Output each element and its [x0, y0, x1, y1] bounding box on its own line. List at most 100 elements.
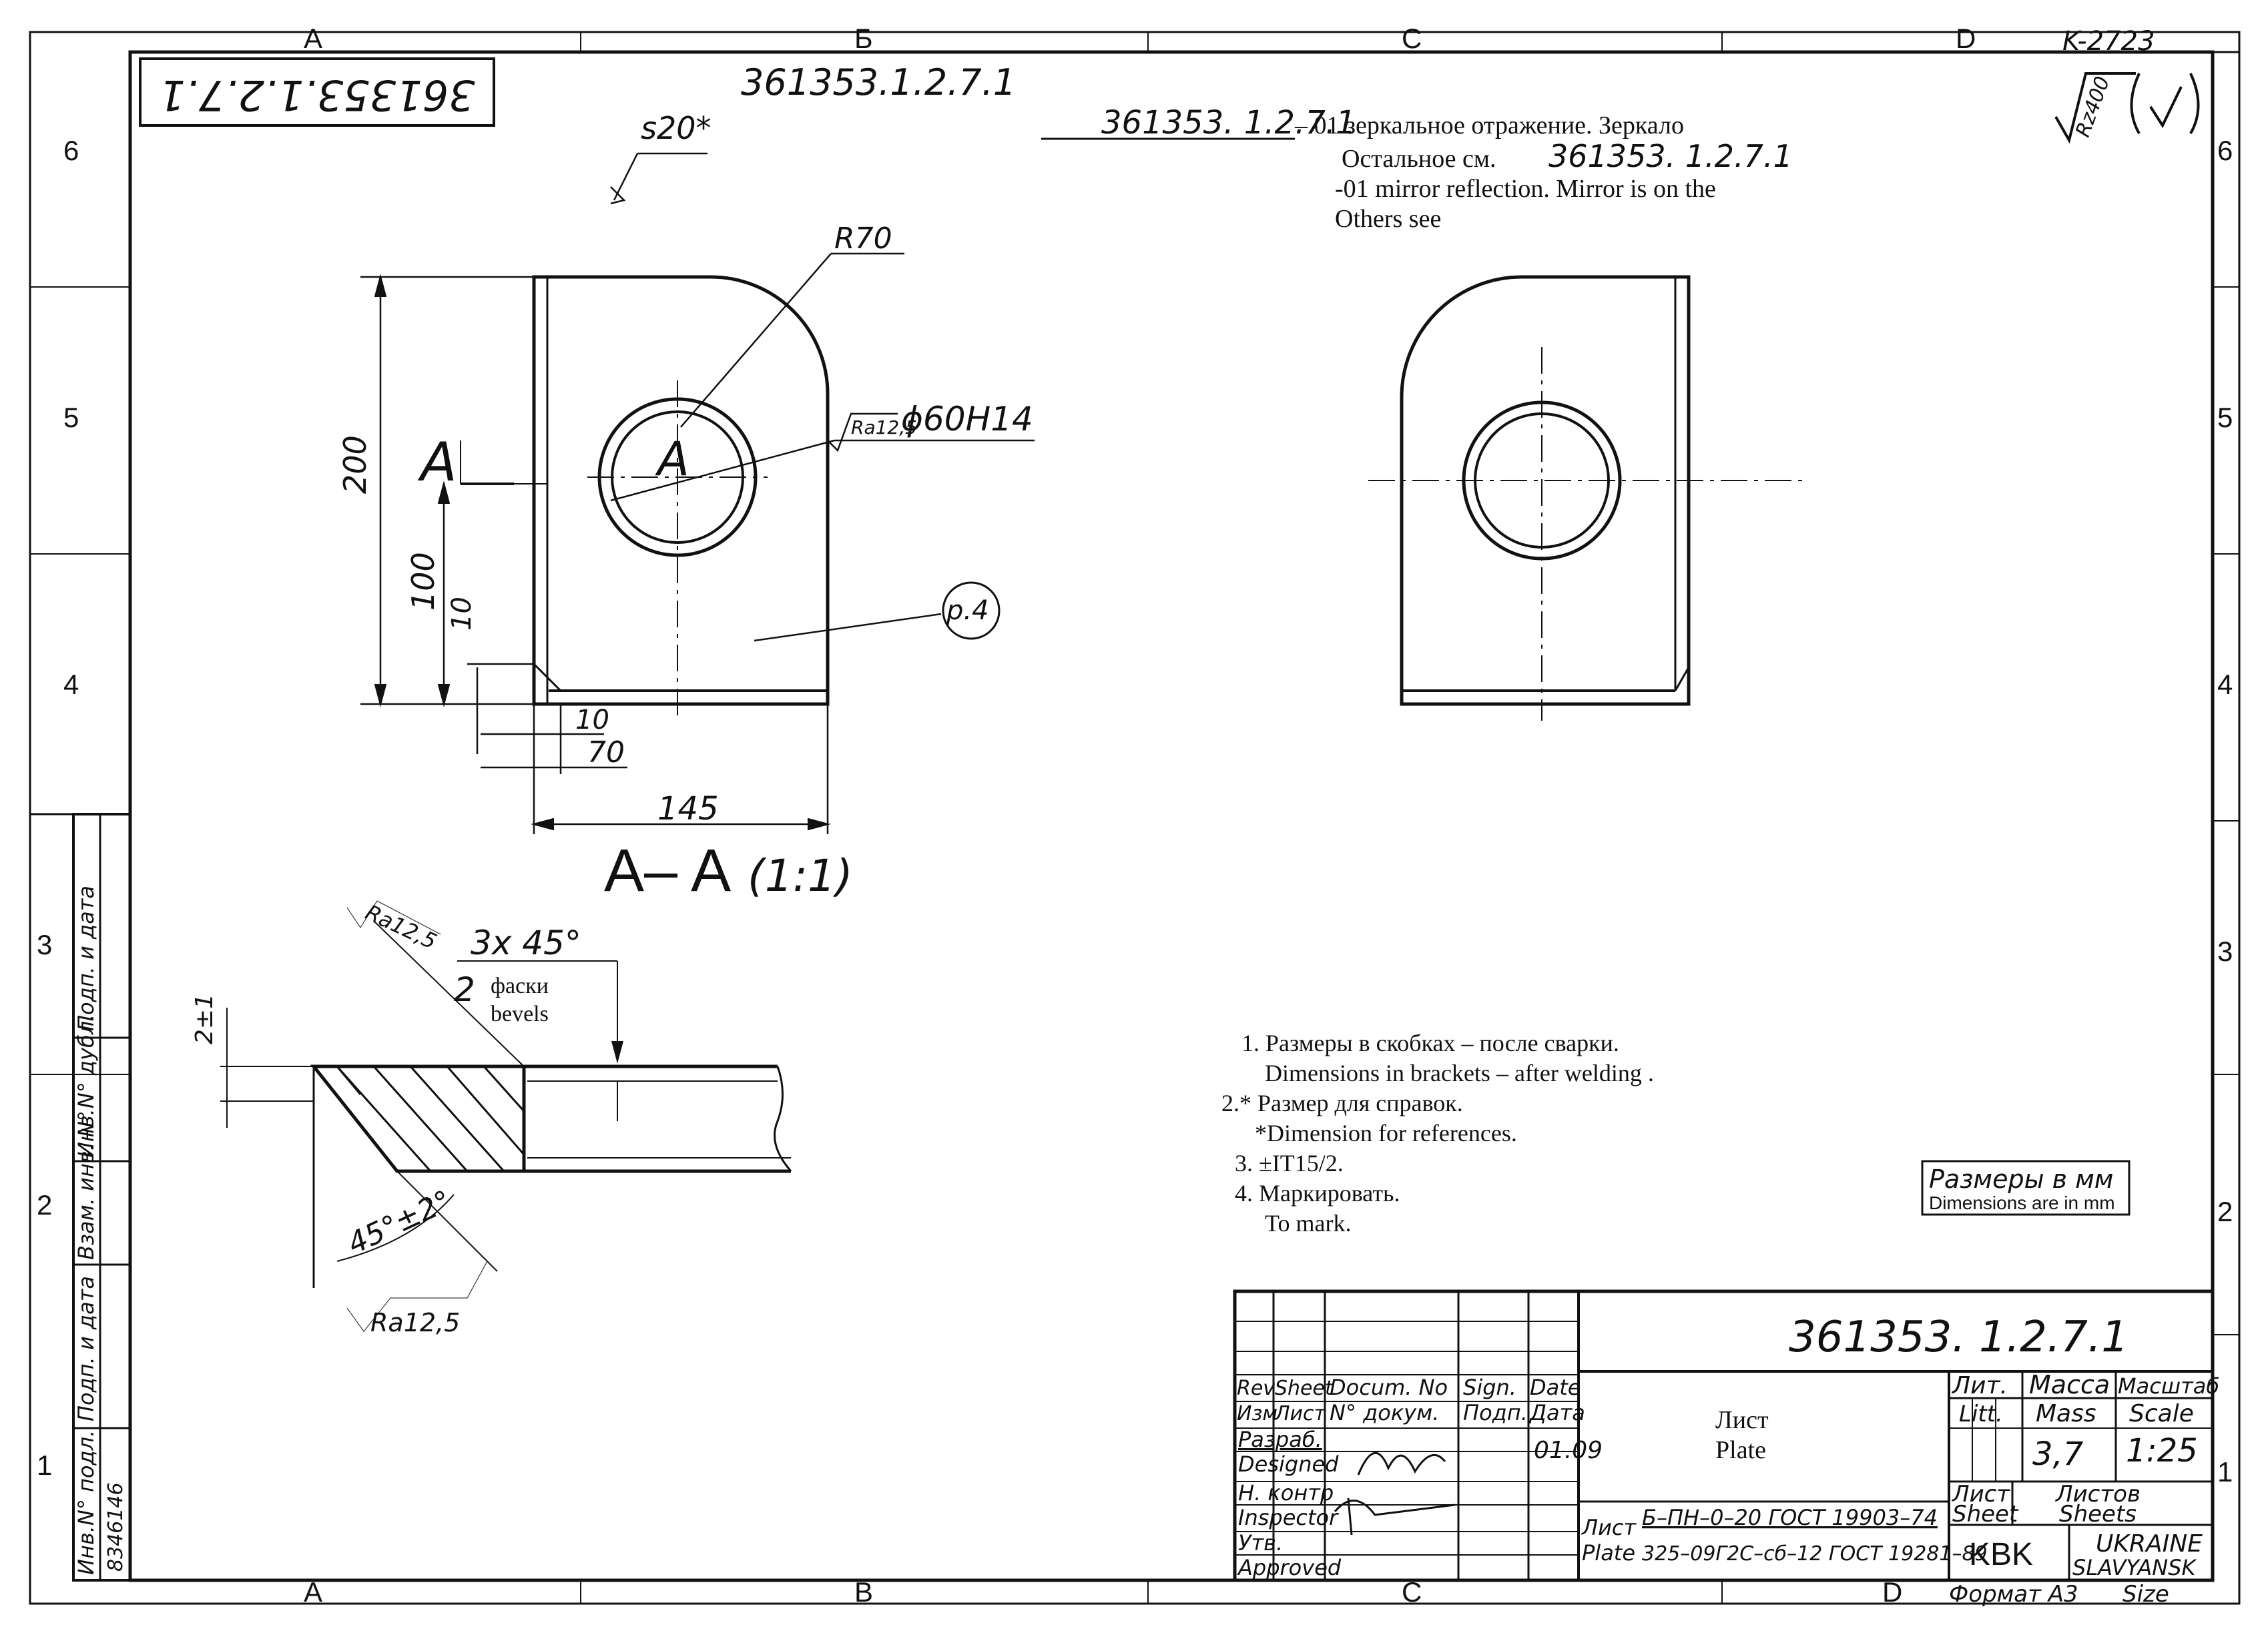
- sheet-ru: Лист: [1951, 1481, 2010, 1508]
- hdr-rev: Rev: [1237, 1377, 1275, 1400]
- date-value: 01.09: [1534, 1437, 1603, 1464]
- corner-code: K-2723: [2062, 26, 2155, 57]
- units-box: Размеры в мм Dimensions are in mm: [1921, 1160, 2131, 1216]
- title-block-text: 361353. 1.2.7.1 Rev Sheet Docum. No Sign…: [1237, 1313, 2219, 1608]
- hdr-docum: Docum. No: [1330, 1375, 1448, 1400]
- dim-s20: s20*: [641, 110, 712, 146]
- zone-row-2-right: 2: [2217, 1196, 2233, 1227]
- dim-10-horizontal: 10: [575, 705, 609, 735]
- role-designed-ru: Разраб.: [1238, 1427, 1322, 1452]
- main-view-dimensions: [360, 152, 1035, 834]
- note-2-en: *Dimension for references.: [1255, 1120, 1517, 1146]
- hdr-date-ru: Дата: [1528, 1400, 1585, 1425]
- technical-notes: 1. Размеры в скобках – после сварки. Dim…: [1221, 1030, 1654, 1237]
- note-3: 3. ±IT15/2.: [1235, 1150, 1344, 1177]
- hdr-sign: Sign.: [1463, 1375, 1516, 1400]
- mirror-note: 361353. 1.2.7.1 – 01 зеркальное отражени…: [1041, 104, 1793, 233]
- city: SLAVYANSK: [2072, 1555, 2198, 1580]
- material-label-ru: Лист: [1581, 1515, 1637, 1540]
- main-view-labels: s20* R70 Ra12,5 ϕ60H14 A A 200 100 10 10…: [337, 110, 1033, 904]
- hdr-docum-ru: N° докум.: [1330, 1400, 1439, 1425]
- hdr-rev-ru: Изм: [1237, 1402, 1278, 1425]
- dim-145: 145: [657, 790, 719, 828]
- format: Формат А3: [1949, 1581, 2078, 1608]
- mass-value: 3,7: [2032, 1435, 2084, 1473]
- side-label-inv-dup: Инв.N° дубл.: [73, 1014, 99, 1158]
- zone-row-6: 6: [63, 135, 79, 166]
- sheet-frame: [29, 31, 2241, 1605]
- dim-r70: R70: [834, 222, 892, 256]
- detail-tolerance: 2±1: [191, 994, 218, 1044]
- zone-row-6-right: 6: [2217, 135, 2233, 166]
- side-label-sign-date-1: Подп. и дата: [73, 1276, 99, 1421]
- hdr-date: Date: [1530, 1375, 1581, 1400]
- main-view: [514, 275, 830, 721]
- material-line-1: Б–ПН–0–20 ГОСТ 19903–74: [1642, 1505, 1938, 1530]
- dim-10-vertical: 10: [447, 597, 477, 631]
- country: UKRAINE: [2096, 1530, 2203, 1558]
- section-title: A– A: [604, 838, 731, 904]
- side-value: 8346146: [104, 1482, 127, 1572]
- mirror-note-ref: 361353. 1.2.7.1: [1101, 104, 1356, 141]
- role-designed-en: Designed: [1238, 1451, 1339, 1477]
- rotated-number: 361353.1.2.7.1: [159, 71, 475, 119]
- zone-top-d: D: [1956, 23, 1976, 54]
- dim-70: 70: [587, 735, 625, 769]
- side-strip-labels: Инв.N° подл. Подп. и дата Взам. инв. N° …: [73, 886, 127, 1575]
- scale-ru: Масштаб: [2118, 1373, 2219, 1399]
- detail-angle: 45°±2°: [342, 1184, 457, 1261]
- name-ru: Лист: [1715, 1406, 1769, 1434]
- side-label-sign-date-2: Подп. и дата: [73, 886, 99, 1031]
- scale-en: Scale: [2129, 1400, 2194, 1427]
- note-2-ru: 2.* Размер для справок.: [1221, 1090, 1463, 1116]
- side-strip: [72, 813, 131, 1582]
- sheets-en: Sheets: [2059, 1501, 2137, 1528]
- note-1-ru: 1. Размеры в скобках – после сварки.: [1241, 1030, 1619, 1056]
- note-1-en: Dimensions in brackets – after welding .: [1265, 1060, 1654, 1086]
- hole-roughness: Ra12,5: [851, 416, 917, 438]
- zone-row-1: 1: [37, 1449, 52, 1481]
- section-mark-left: A: [417, 431, 457, 493]
- side-label-inv-orig: Инв.N° подл.: [73, 1430, 99, 1575]
- detail-count: 2: [454, 970, 475, 1009]
- detail-bevels-en: bevels: [491, 1002, 549, 1026]
- units-en: Dimensions are in mm: [1929, 1193, 2115, 1213]
- zone-row-3: 3: [37, 929, 52, 960]
- lit-en: Litt.: [1959, 1401, 2003, 1427]
- mass-ru: Масса: [2029, 1370, 2110, 1399]
- position-number: p.4: [946, 595, 989, 626]
- sheet-en: Sheet: [1952, 1501, 2019, 1528]
- section-mark-center: A: [655, 432, 689, 486]
- material-line-2: 325–09Г2С–сб–12 ГОСТ 19281–89: [1642, 1542, 1988, 1566]
- sheets-ru: Листов: [2054, 1481, 2141, 1508]
- note-4-en: To mark.: [1265, 1210, 1351, 1237]
- lit-ru: Лит.: [1951, 1372, 2008, 1399]
- zone-row-5: 5: [63, 402, 79, 433]
- mirror-note-line1: – 01 зеркальное отражение. Зеркало: [1294, 111, 1684, 139]
- hdr-sheet-ru: Лист: [1274, 1402, 1327, 1425]
- part-number-top: 361353.1.2.7.1: [741, 61, 1016, 103]
- zone-bottom-b: B: [854, 1576, 873, 1608]
- role-inspector-en: Inspector: [1238, 1505, 1339, 1530]
- zone-row-4-right: 4: [2217, 669, 2233, 700]
- zone-row-5-right: 5: [2217, 402, 2233, 433]
- mirror-note-line4: Others see: [1335, 205, 1441, 233]
- mirror-note-line2-ref: 361353. 1.2.7.1: [1548, 138, 1793, 174]
- material-label-en: Plate: [1582, 1540, 1635, 1566]
- detail-roughness-bottom: Ra12,5: [370, 1308, 460, 1337]
- detail-bevels-ru: фаски: [491, 974, 549, 998]
- zone-row-2: 2: [37, 1189, 52, 1221]
- detail-roughness-top: Ra12,5: [362, 900, 441, 954]
- role-approved-ru: Утв.: [1238, 1530, 1283, 1556]
- section-scale: (1:1): [748, 850, 853, 902]
- zone-row-3-right: 3: [2217, 936, 2233, 967]
- org: KBK: [1969, 1537, 2033, 1572]
- mirror-view: [1368, 275, 1802, 721]
- mass-en: Mass: [2036, 1400, 2096, 1427]
- hdr-sheet: Sheet: [1275, 1377, 1334, 1400]
- zone-row-4: 4: [63, 669, 79, 700]
- dim-hole: ϕ60H14: [901, 400, 1033, 438]
- dim-200: 200: [337, 435, 373, 494]
- mirror-note-line3: -01 mirror reflection. Mirror is on the: [1335, 175, 1716, 203]
